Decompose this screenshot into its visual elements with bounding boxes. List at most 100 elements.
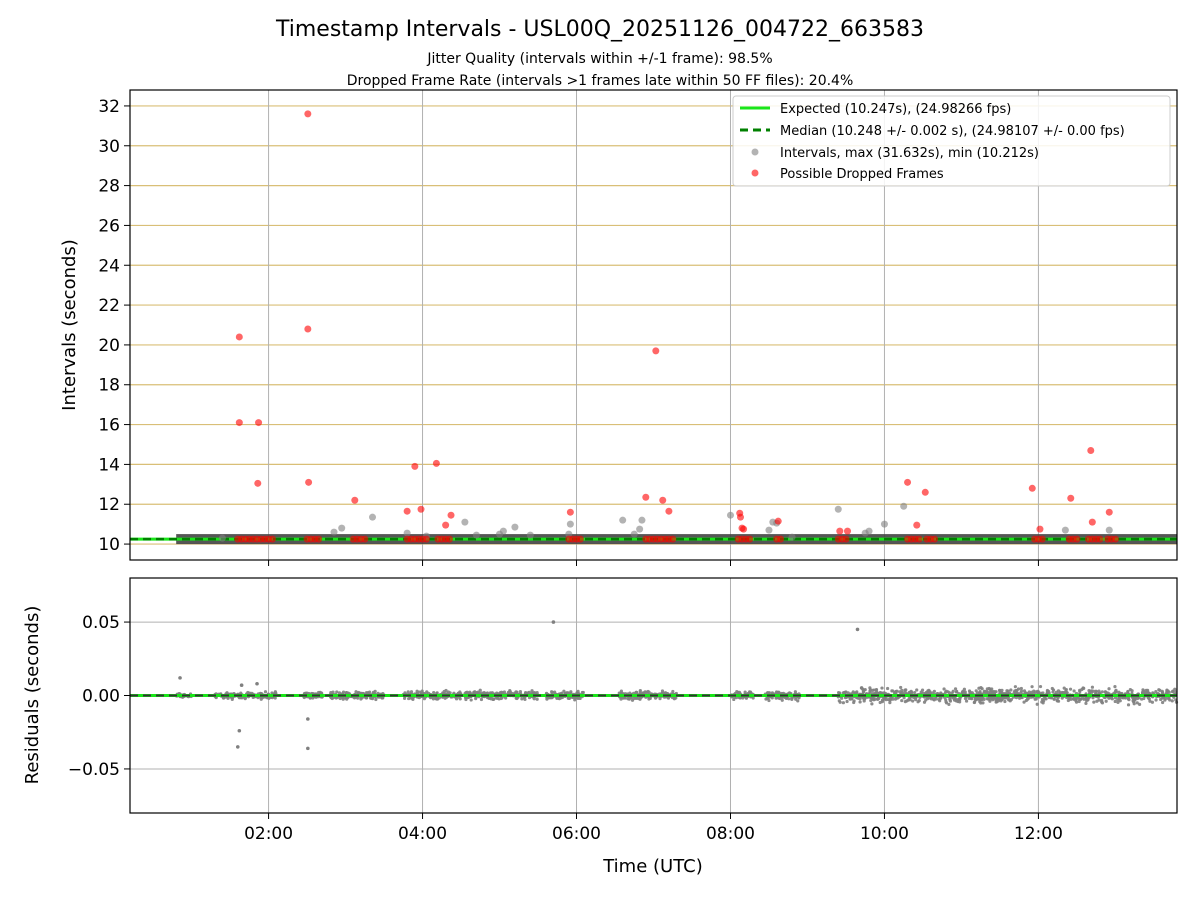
residual-point	[860, 686, 864, 690]
top-y-tick-label: 16	[98, 416, 120, 436]
residual-point	[478, 688, 482, 692]
residual-point	[974, 689, 978, 693]
residual-point	[464, 697, 468, 702]
residual-point	[1074, 698, 1078, 703]
residual-point	[1116, 700, 1120, 705]
residual-point	[878, 700, 882, 705]
residual-point	[1100, 700, 1104, 704]
residual-point	[225, 691, 229, 695]
interval-point	[900, 502, 908, 510]
residual-point	[566, 691, 570, 695]
residual-point	[1117, 690, 1121, 694]
residual-point	[1133, 697, 1137, 701]
residual-point	[527, 690, 531, 694]
interval-point	[788, 533, 796, 541]
residual-point	[962, 691, 967, 695]
dropped-frame-point	[1096, 535, 1104, 543]
residual-point	[932, 689, 936, 693]
residual-point	[581, 690, 585, 695]
dropped-frame-point	[305, 478, 313, 486]
legend-median-label: Median (10.248 +/- 0.002 s), (24.98107 +…	[780, 124, 1125, 139]
interval-point	[765, 526, 773, 534]
residual-point	[1013, 685, 1017, 689]
residual-point	[635, 696, 639, 700]
dropped-frame-point	[844, 527, 852, 535]
residual-point	[545, 697, 549, 701]
residual-point	[732, 697, 736, 702]
residual-point	[1027, 690, 1031, 694]
residual-point	[489, 697, 493, 701]
residual-point	[767, 698, 771, 703]
residual-point	[653, 696, 658, 700]
residual-point	[956, 699, 960, 704]
residual-point	[924, 690, 928, 695]
interval-point	[630, 530, 638, 538]
residual-point	[425, 690, 429, 694]
residual-point	[1107, 687, 1111, 691]
residual-point	[1055, 699, 1059, 703]
residual-point	[846, 691, 850, 695]
dropped-frame-point	[1087, 446, 1095, 454]
dropped-frame-point	[930, 535, 938, 543]
residual-point	[1137, 702, 1142, 707]
residual-outlier-point	[237, 728, 242, 733]
residual-point	[1003, 699, 1007, 704]
residual-point	[263, 690, 268, 694]
residual-point	[970, 696, 974, 701]
dropped-frame-point	[642, 493, 650, 501]
dropped-frame-point	[417, 505, 425, 513]
dropped-frame-point	[777, 535, 785, 543]
residual-point	[1127, 697, 1131, 702]
residual-point	[1150, 700, 1155, 704]
residual-point	[1050, 696, 1054, 700]
residual-point	[934, 697, 938, 701]
residual-point	[1104, 699, 1108, 703]
residual-point	[790, 696, 794, 700]
dropped-frame-point	[736, 513, 744, 521]
residual-point	[967, 696, 971, 700]
residual-point	[1087, 688, 1091, 693]
residual-point	[994, 690, 998, 694]
residual-point	[929, 697, 934, 701]
residual-point	[1135, 696, 1140, 701]
residual-point	[1161, 700, 1165, 705]
residual-point	[1173, 687, 1177, 691]
top-y-tick-label: 14	[98, 455, 120, 475]
residual-point	[743, 690, 747, 694]
interval-point	[472, 531, 480, 539]
residual-point	[1167, 690, 1171, 694]
residual-point	[374, 697, 378, 702]
residual-point	[1016, 687, 1021, 691]
bottom-x-tick-label: 02:00	[244, 824, 293, 844]
residual-point	[981, 701, 985, 705]
interval-point	[369, 513, 377, 521]
residual-point	[988, 697, 992, 701]
legend-dropped-label: Possible Dropped Frames	[780, 167, 944, 182]
residual-point	[1072, 689, 1076, 693]
residual-point	[851, 690, 855, 694]
residual-point	[891, 697, 895, 701]
residual-point	[1146, 688, 1150, 692]
residual-point	[465, 690, 469, 694]
residual-point	[974, 696, 978, 700]
residual-point	[317, 690, 321, 695]
residual-point	[638, 688, 642, 693]
residual-outlier-point	[178, 676, 182, 680]
residual-point	[927, 689, 931, 694]
residual-point	[944, 700, 948, 704]
top-y-tick-label: 10	[98, 535, 120, 555]
dropped-frame-point	[304, 325, 312, 333]
interval-point	[330, 528, 338, 536]
residual-point	[1019, 686, 1023, 691]
residual-point	[920, 688, 925, 692]
dropped-frame-point	[576, 535, 584, 543]
interval-point	[526, 531, 534, 539]
residual-point	[1090, 685, 1095, 689]
residual-point	[911, 699, 915, 703]
residual-point	[882, 691, 886, 695]
residual-point	[948, 699, 953, 703]
residual-point	[432, 691, 436, 695]
interval-point	[499, 527, 507, 535]
residual-point	[979, 686, 983, 690]
